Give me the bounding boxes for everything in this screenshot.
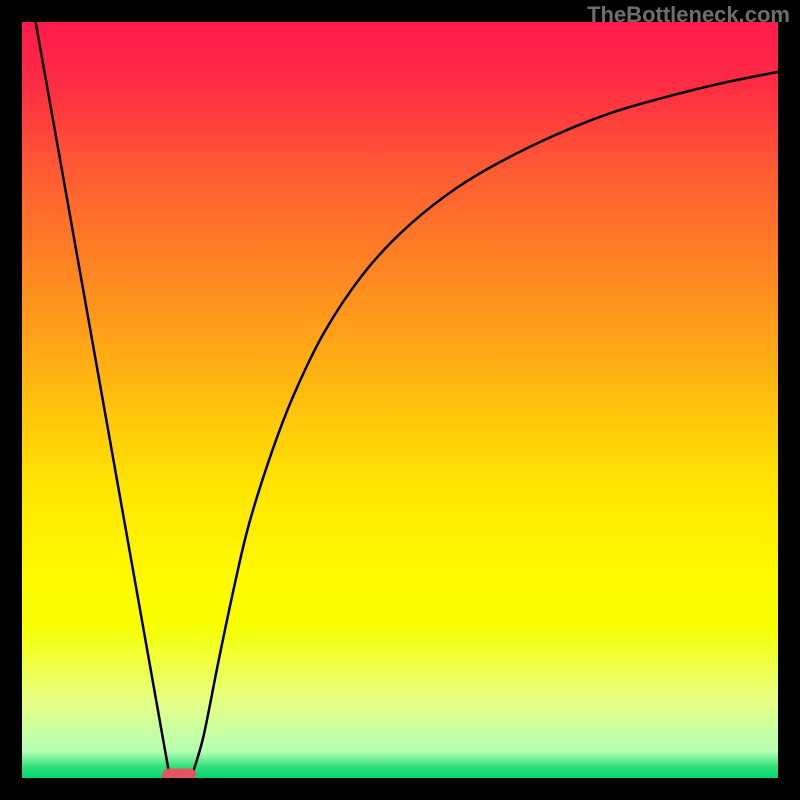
- watermark-text: TheBottleneck.com: [587, 2, 790, 28]
- bottleneck-chart: [0, 0, 800, 800]
- gradient-background: [22, 22, 778, 778]
- chart-container: { "meta": { "width": 800, "height": 800,…: [0, 0, 800, 800]
